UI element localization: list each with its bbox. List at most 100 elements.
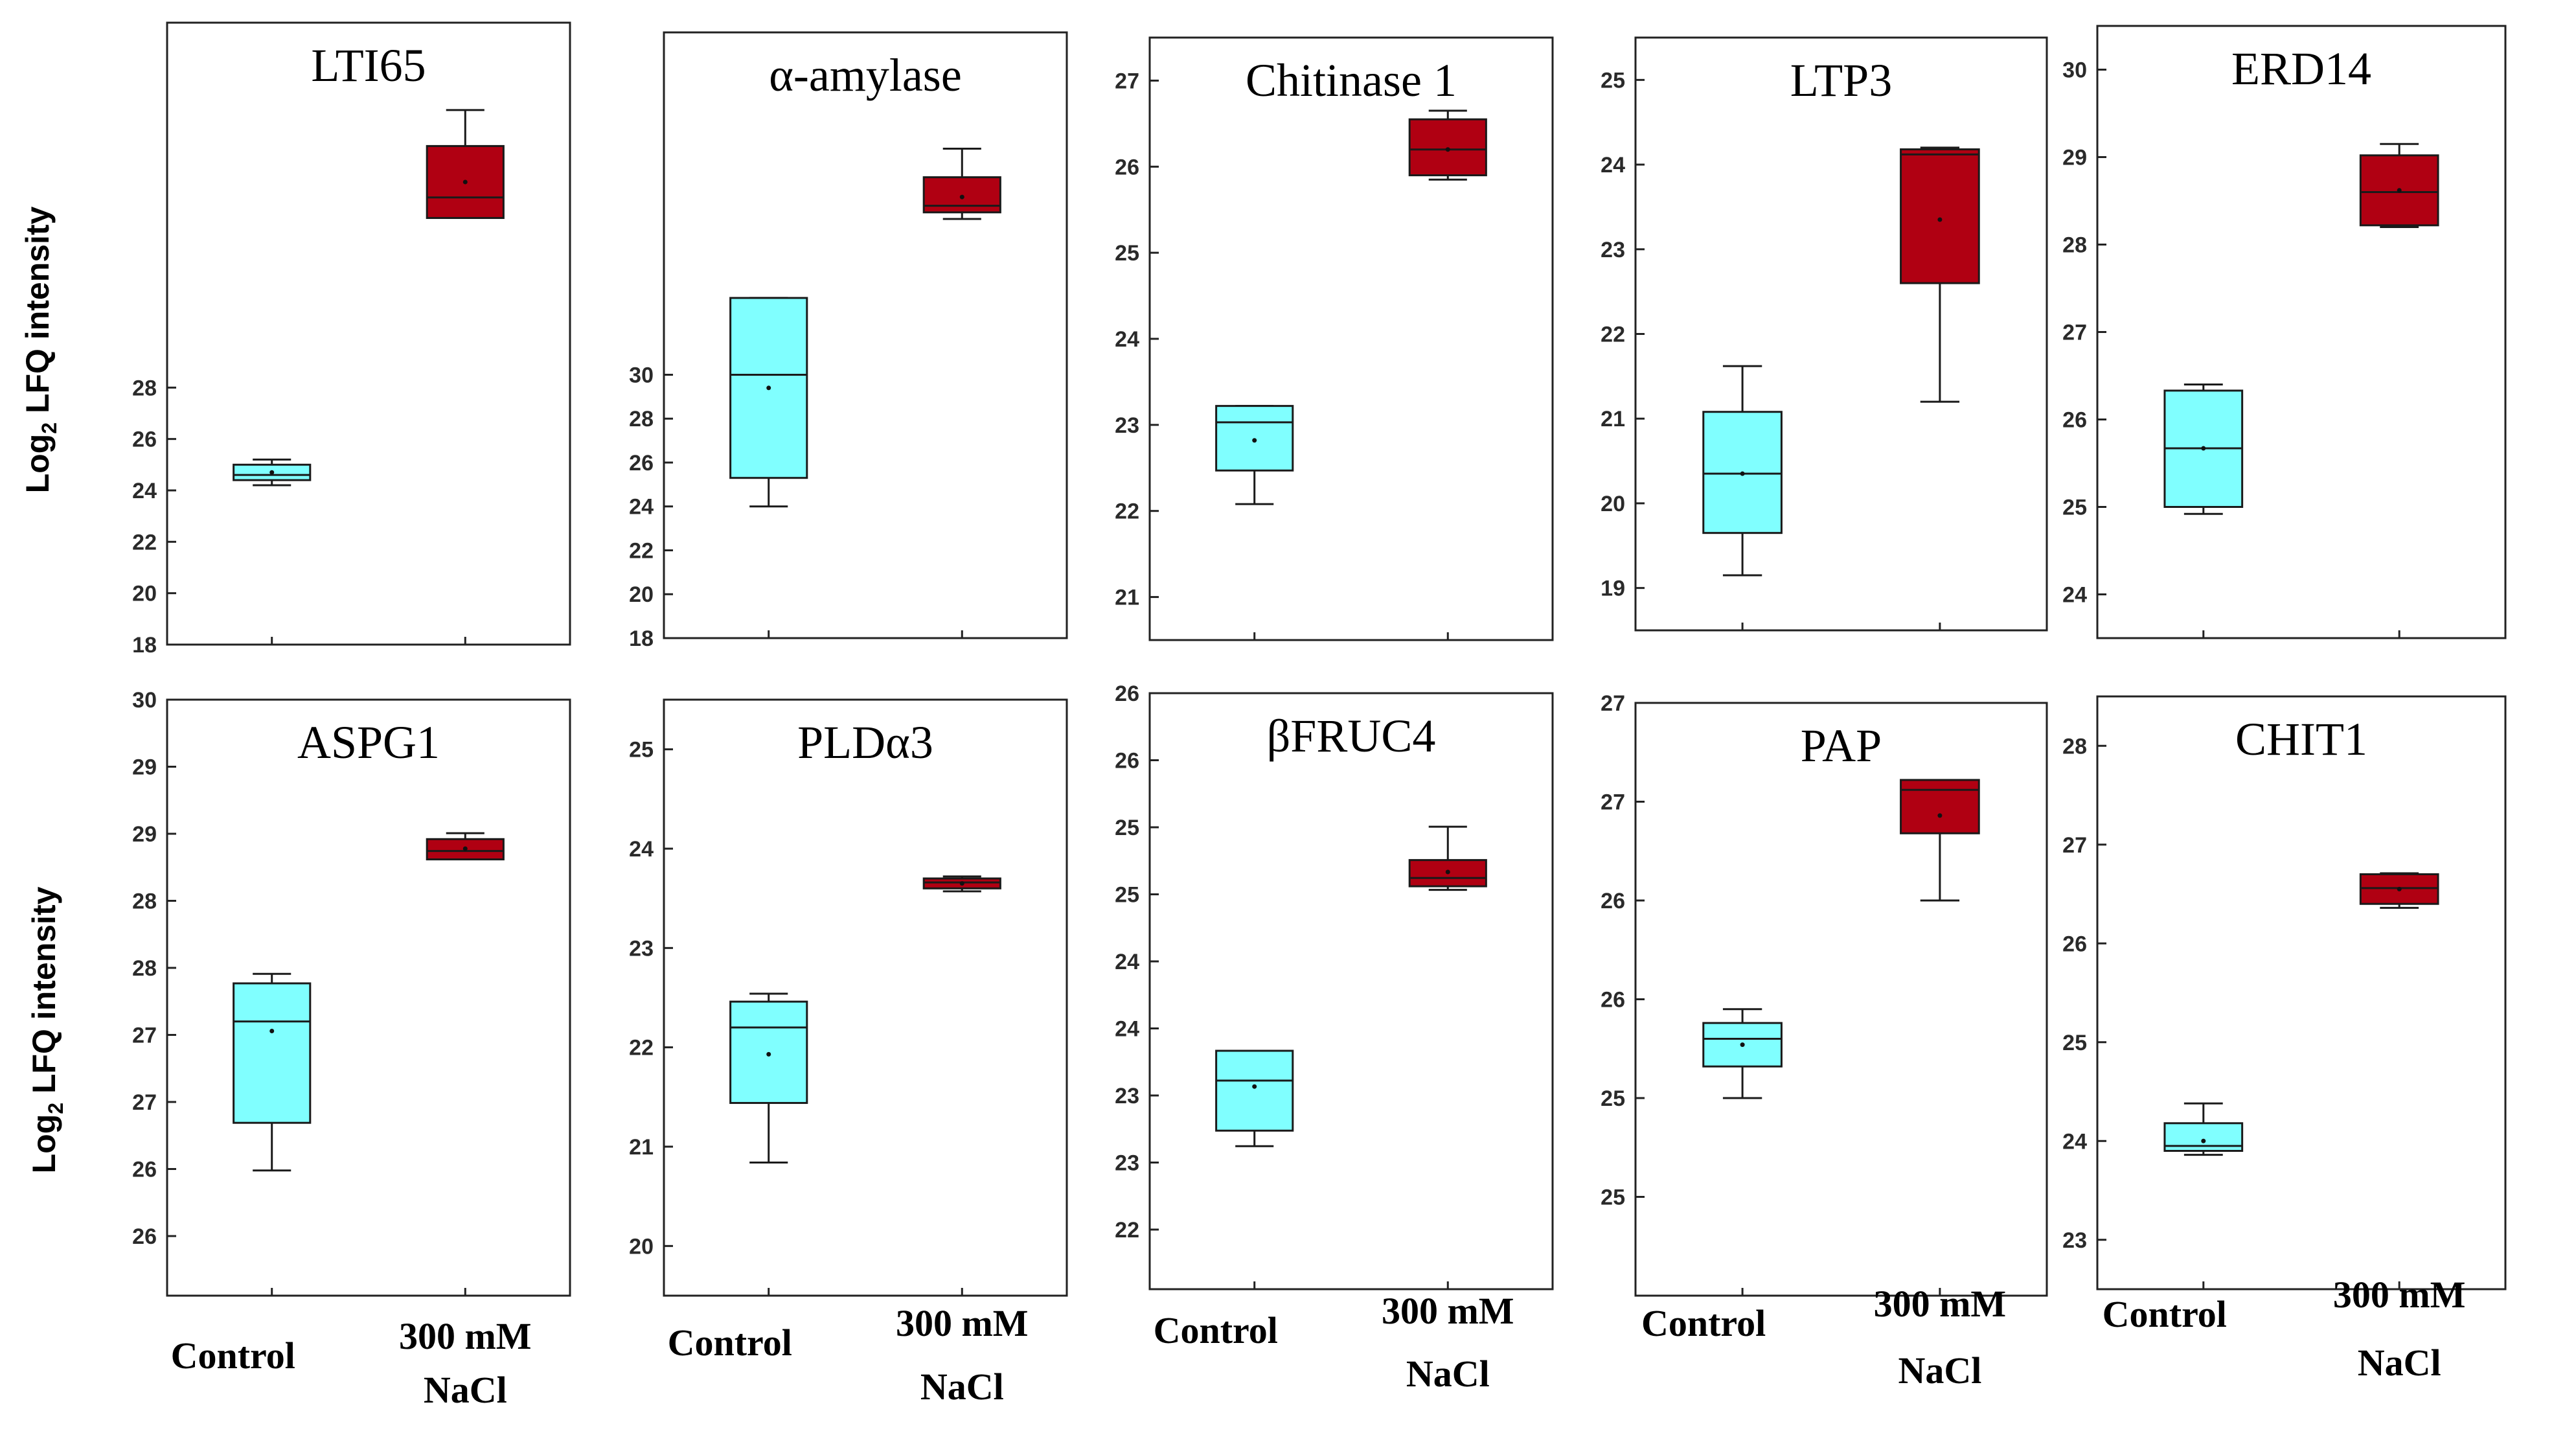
y-tick-label: 18 bbox=[132, 633, 157, 658]
y-tick-label: 20 bbox=[1601, 492, 1625, 516]
nacl-box bbox=[922, 875, 1001, 893]
y-tick-label: 27 bbox=[1115, 69, 1139, 93]
panel-title: ASPG1 bbox=[297, 716, 440, 768]
y-tick-label: 25 bbox=[629, 738, 654, 762]
iqr-box bbox=[1900, 148, 1980, 284]
y-tick-label: 27 bbox=[2062, 321, 2087, 345]
y-tick-label: 26 bbox=[1115, 155, 1139, 179]
panel-title: Chitinase 1 bbox=[1246, 54, 1457, 106]
iqr-box bbox=[1702, 1022, 1783, 1068]
category-label-nacl-line2: NaCl bbox=[1406, 1353, 1490, 1395]
y-tick-label: 28 bbox=[132, 956, 157, 981]
control-box bbox=[1215, 405, 1294, 505]
y-tick-label: 23 bbox=[2062, 1228, 2087, 1253]
chart-panel-2: α-amylase 18 20 22 24 26 28 30 bbox=[629, 31, 1068, 651]
mean-marker bbox=[1252, 1084, 1257, 1089]
panel-title: CHIT1 bbox=[2235, 713, 2367, 765]
category-label-nacl-line2: NaCl bbox=[920, 1366, 1004, 1408]
nacl-box bbox=[426, 832, 505, 861]
plot-frame bbox=[2096, 695, 2507, 1290]
iqr-box bbox=[233, 982, 312, 1124]
y-tick-label: 25 bbox=[1115, 816, 1139, 840]
y-tick-label: 19 bbox=[1601, 577, 1625, 601]
nacl-box bbox=[2359, 143, 2439, 228]
y-tick-label: 22 bbox=[132, 530, 157, 555]
panel-title: PAP bbox=[1801, 720, 1882, 772]
y-tick-label: 22 bbox=[629, 1036, 654, 1060]
category-label-nacl-line2: NaCl bbox=[2358, 1342, 2441, 1384]
chart-panel-10: CHIT1 23 24 25 26 27 28 Control 300 mM NaCl bbox=[2062, 695, 2507, 1384]
y-tick-label: 25 bbox=[1601, 1086, 1625, 1111]
y-tick-label: 24 bbox=[629, 495, 654, 520]
category-label-control: Control bbox=[1641, 1302, 1766, 1344]
y-tick-label: 24 bbox=[629, 837, 654, 862]
y-tick-label: 24 bbox=[2062, 583, 2087, 608]
ylabel-log: Log bbox=[26, 1114, 62, 1174]
y-axis-label-row-2: Log2 LFQ intensity bbox=[26, 886, 67, 1173]
chart-panel-5: ERD14 24 25 26 27 28 29 30 bbox=[2062, 25, 2507, 639]
panel-title: βFRUC4 bbox=[1267, 710, 1436, 762]
y-tick-label: 25 bbox=[1601, 68, 1625, 93]
y-tick-label: 30 bbox=[629, 363, 654, 387]
mean-marker bbox=[1740, 1042, 1745, 1048]
y-tick-label: 24 bbox=[1115, 327, 1139, 352]
y-tick-label: 22 bbox=[1115, 499, 1139, 524]
plot-frame bbox=[1148, 36, 1554, 641]
plot-frame bbox=[663, 698, 1068, 1297]
y-tick-label: 26 bbox=[132, 428, 157, 452]
control-box bbox=[2163, 384, 2244, 515]
mean-marker bbox=[1445, 147, 1450, 152]
y-tick-label: 23 bbox=[1601, 238, 1625, 262]
control-box bbox=[1702, 365, 1783, 577]
y-tick-label: 30 bbox=[132, 688, 157, 713]
category-label-nacl-line1: 300 mM bbox=[399, 1315, 532, 1357]
y-tick-label: 29 bbox=[2062, 146, 2087, 170]
y-tick-label: 28 bbox=[132, 889, 157, 914]
y-tick-label: 23 bbox=[629, 936, 654, 961]
ylabel-log: Log bbox=[19, 434, 56, 494]
iqr-box bbox=[1900, 779, 1980, 834]
y-tick-label: 21 bbox=[629, 1135, 654, 1160]
y-tick-label: 26 bbox=[2062, 408, 2087, 433]
control-box bbox=[233, 458, 312, 487]
y-tick-label: 22 bbox=[1601, 323, 1625, 347]
y-tick-label: 26 bbox=[132, 1158, 157, 1182]
y-tick-label: 22 bbox=[1115, 1218, 1139, 1243]
y-tick-label: 28 bbox=[629, 407, 654, 431]
plot-frame bbox=[1634, 36, 2048, 632]
y-tick-label: 29 bbox=[132, 755, 157, 780]
y-tick-label: 23 bbox=[1115, 1084, 1139, 1108]
plot-frame bbox=[166, 21, 571, 646]
y-tick-label: 23 bbox=[1115, 1151, 1139, 1176]
mean-marker bbox=[1740, 471, 1745, 476]
mean-marker bbox=[959, 194, 964, 200]
y-tick-label: 27 bbox=[2062, 833, 2087, 858]
plot-frame bbox=[1634, 702, 2048, 1297]
plot-frame bbox=[2096, 25, 2507, 639]
y-tick-label: 28 bbox=[2062, 233, 2087, 258]
chart-panel-8: βFRUC4 22 23 23 24 24 25 25 26 26 Control 300 mM NaC… bbox=[1115, 682, 1554, 1395]
mean-marker bbox=[462, 846, 468, 851]
y-tick-label: 25 bbox=[1601, 1186, 1625, 1210]
y-tick-label: 20 bbox=[132, 582, 157, 606]
category-label-nacl-line1: 300 mM bbox=[1382, 1290, 1514, 1332]
panel-title: ERD14 bbox=[2231, 43, 2371, 95]
mean-marker bbox=[2397, 188, 2402, 193]
category-label-control: Control bbox=[1154, 1309, 1278, 1351]
ylabel-text: LFQ intensity bbox=[19, 206, 56, 422]
mean-marker bbox=[2397, 886, 2402, 891]
mean-marker bbox=[269, 1029, 275, 1034]
ylabel-text: LFQ intensity bbox=[26, 886, 62, 1103]
control-box bbox=[729, 992, 808, 1164]
chart-panel-7: PLDα3 20 21 22 23 24 25 Control 300 mM NaCl bbox=[629, 698, 1068, 1408]
y-tick-label: 22 bbox=[629, 538, 654, 563]
ylabel-subscript: 2 bbox=[38, 422, 61, 434]
y-tick-label: 21 bbox=[1115, 586, 1139, 610]
nacl-box bbox=[426, 109, 505, 219]
category-label-nacl-line1: 300 mM bbox=[896, 1302, 1029, 1344]
y-tick-label: 30 bbox=[2062, 58, 2087, 83]
nacl-box bbox=[922, 148, 1001, 220]
nacl-box bbox=[1900, 779, 1980, 902]
category-label-control: Control bbox=[171, 1335, 295, 1377]
mean-marker bbox=[269, 470, 275, 475]
